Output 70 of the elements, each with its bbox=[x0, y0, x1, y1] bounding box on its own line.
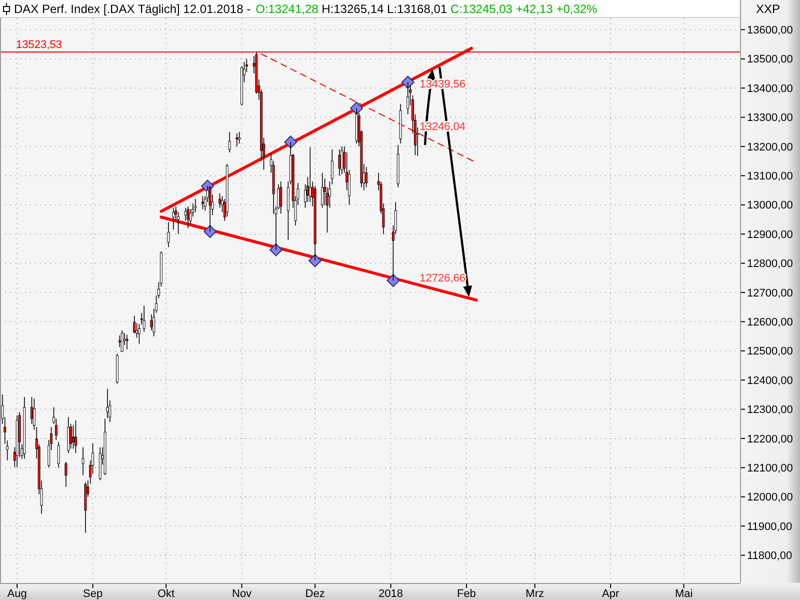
x-tick-label: 2018 bbox=[378, 588, 403, 600]
candlestick bbox=[72, 424, 74, 450]
y-tick-label: 11800,00 bbox=[747, 550, 792, 562]
point bbox=[269, 243, 282, 256]
y-tick-label: 13600,00 bbox=[747, 24, 793, 37]
x-tick-label: Apr bbox=[602, 588, 620, 600]
candlestick bbox=[172, 207, 175, 230]
y-tick-label: 13100,00 bbox=[747, 170, 793, 183]
candlestick bbox=[74, 420, 77, 454]
candlestick bbox=[208, 185, 212, 232]
y-tick-label: 12900,00 bbox=[747, 228, 793, 241]
point bbox=[308, 254, 322, 268]
y-axis-title: XXP bbox=[756, 2, 780, 16]
point bbox=[350, 102, 364, 115]
candlestick bbox=[321, 172, 324, 208]
candlestick bbox=[54, 418, 58, 440]
candlestick bbox=[106, 388, 109, 418]
ref-line-label: 13523,53 bbox=[16, 39, 62, 52]
chart-title: DAX Perf. Index [.DAX Täglich] 12.01.2018 - bbox=[14, 2, 251, 16]
x-tick-label: Aug bbox=[7, 588, 27, 600]
y-tick-label: 12000,00 bbox=[747, 492, 793, 504]
candlestick bbox=[133, 315, 136, 334]
x-tick-label: Okt bbox=[158, 588, 175, 600]
y-tick-label: 13000,00 bbox=[747, 200, 793, 212]
candlestick bbox=[236, 132, 238, 147]
x-tick-label: Mai bbox=[674, 588, 693, 600]
candlestick bbox=[201, 196, 204, 210]
annotation: 12726,66 bbox=[420, 272, 466, 285]
x-tick-label: Nov bbox=[232, 588, 252, 600]
candlestick bbox=[167, 222, 170, 248]
candlestick bbox=[142, 305, 146, 332]
candlestick bbox=[67, 416, 70, 454]
y-tick-label: 12100,00 bbox=[747, 462, 793, 475]
x-tick-label: Feb bbox=[456, 588, 476, 600]
point bbox=[386, 274, 400, 287]
y-tick-label: 12500,00 bbox=[747, 346, 793, 358]
candlestick bbox=[238, 131, 241, 144]
candlestick bbox=[365, 166, 368, 188]
y-tick-label: 12800,00 bbox=[747, 258, 793, 270]
candlestick bbox=[228, 131, 231, 153]
y-tick-label: 12300,00 bbox=[747, 404, 793, 416]
y-tick-label: 12600,00 bbox=[747, 316, 793, 329]
y-tick-label: 13300,00 bbox=[747, 112, 793, 124]
candlestick bbox=[126, 334, 128, 350]
x-tick-label: Mrz bbox=[526, 588, 544, 600]
candlestick bbox=[120, 330, 124, 352]
y-tick-label: 12400,00 bbox=[747, 374, 793, 387]
candlestick bbox=[218, 192, 222, 208]
candlestick bbox=[64, 461, 68, 488]
point bbox=[284, 136, 298, 149]
x-tick-label: Sep bbox=[83, 588, 103, 600]
y-tick-label: 13400,00 bbox=[747, 82, 793, 95]
x-tick-label: Dez bbox=[305, 588, 325, 600]
y-tick-label: 12700,00 bbox=[747, 287, 793, 300]
candlestick bbox=[57, 442, 60, 468]
y-tick-label: 13500,00 bbox=[747, 54, 793, 66]
candlestick bbox=[340, 146, 344, 175]
candlestick bbox=[338, 148, 341, 176]
candlestick bbox=[406, 82, 410, 115]
point bbox=[204, 224, 217, 238]
chart-subtitle: O:13241,28 H:13265,14 L:13168,01 C:13245,03 +42,13 +0,32% bbox=[256, 2, 598, 16]
y-tick-label: 12200,00 bbox=[747, 433, 793, 446]
y-tick-label: 13200,00 bbox=[747, 141, 793, 154]
candlestick bbox=[280, 181, 282, 214]
candlestick bbox=[82, 446, 84, 476]
candlestick bbox=[138, 324, 140, 344]
y-tick-label: 11900,00 bbox=[747, 520, 792, 533]
point bbox=[401, 76, 414, 89]
candlestick bbox=[194, 198, 197, 213]
candlestick bbox=[308, 146, 312, 202]
